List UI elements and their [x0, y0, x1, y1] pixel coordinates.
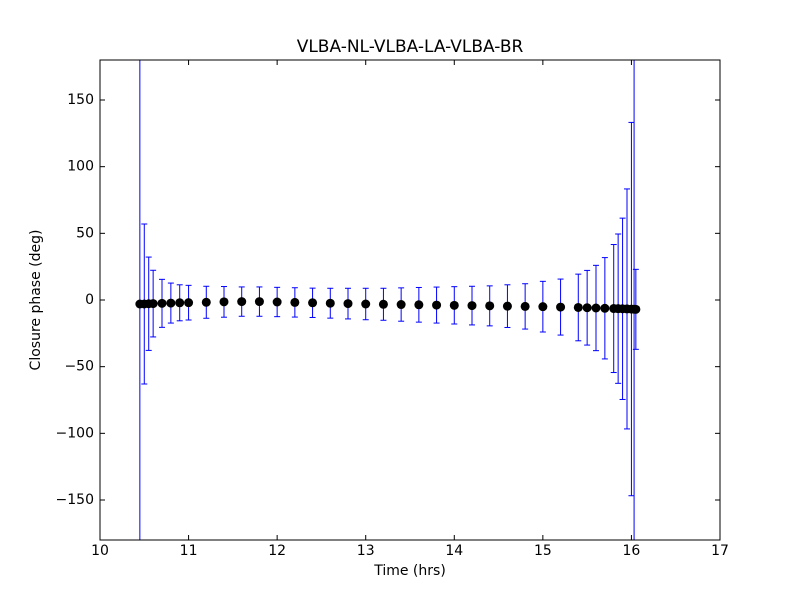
y-tick-label: 100 [67, 159, 94, 175]
data-point [600, 303, 610, 313]
chart-title: VLBA-NL-VLBA-LA-VLBA-BR [297, 37, 524, 57]
data-point [582, 303, 592, 313]
data-point [449, 300, 459, 310]
data-point [396, 300, 406, 310]
data-point [591, 303, 601, 313]
data-point [467, 301, 477, 311]
x-tick-label: 13 [357, 543, 375, 559]
data-point [201, 297, 211, 307]
x-tick-label: 10 [91, 543, 109, 559]
y-tick-label: 150 [67, 92, 94, 108]
data-point [184, 298, 194, 308]
data-point [175, 298, 185, 308]
x-tick-label: 15 [534, 543, 552, 559]
data-point [485, 301, 495, 311]
data-point [290, 297, 300, 307]
x-tick-label: 17 [711, 543, 729, 559]
data-point [157, 298, 167, 308]
x-tick-label: 11 [180, 543, 198, 559]
data-point [520, 301, 530, 311]
data-point [556, 302, 566, 312]
data-point [538, 302, 548, 312]
y-tick-label: −150 [56, 492, 94, 508]
data-point [166, 298, 176, 308]
data-point [502, 301, 512, 311]
y-tick-label: −50 [64, 359, 94, 375]
x-tick-label: 14 [445, 543, 463, 559]
y-tick-label: −100 [56, 425, 94, 441]
y-tick-label: 50 [76, 225, 94, 241]
data-point [325, 298, 335, 308]
data-point [148, 299, 158, 309]
data-point [432, 300, 442, 310]
y-tick-label: 0 [85, 292, 94, 308]
data-point [378, 299, 388, 309]
plot-area [135, 60, 641, 540]
data-point [343, 299, 353, 309]
data-point [272, 297, 282, 307]
x-axis-label: Time (hrs) [373, 563, 446, 579]
data-point [308, 298, 318, 308]
x-tick-label: 16 [623, 543, 641, 559]
y-axis-label: Closure phase (deg) [28, 230, 44, 371]
data-point [219, 297, 229, 307]
data-point [254, 297, 264, 307]
data-point [573, 302, 583, 312]
data-point [414, 300, 424, 310]
x-tick-label: 12 [268, 543, 286, 559]
data-point [631, 304, 641, 314]
data-point [237, 297, 247, 307]
data-point [361, 299, 371, 309]
